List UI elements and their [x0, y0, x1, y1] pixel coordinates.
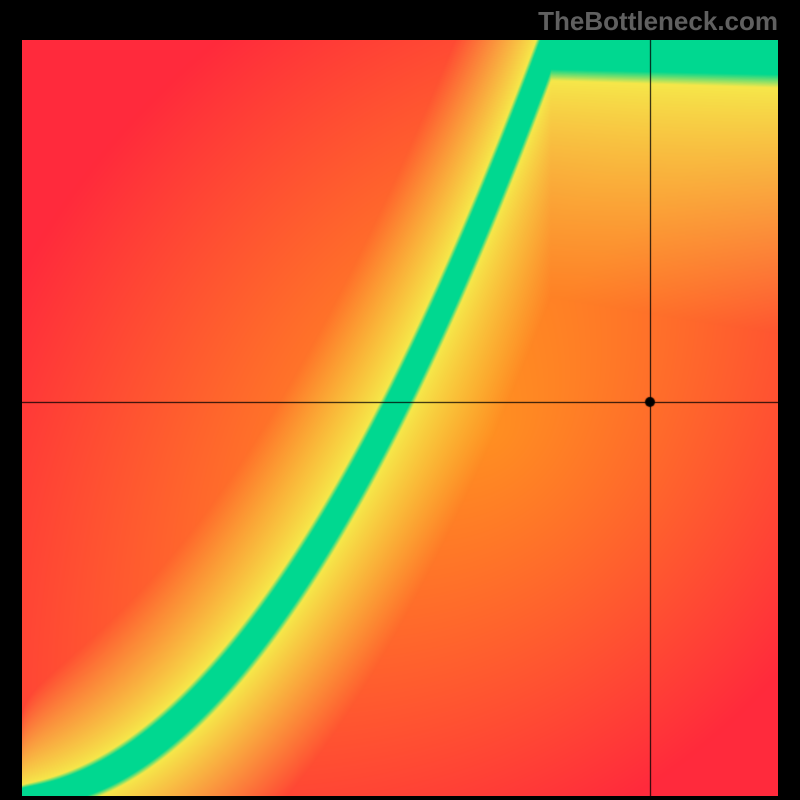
bottleneck-heatmap — [22, 40, 778, 796]
watermark-text: TheBottleneck.com — [538, 6, 778, 37]
